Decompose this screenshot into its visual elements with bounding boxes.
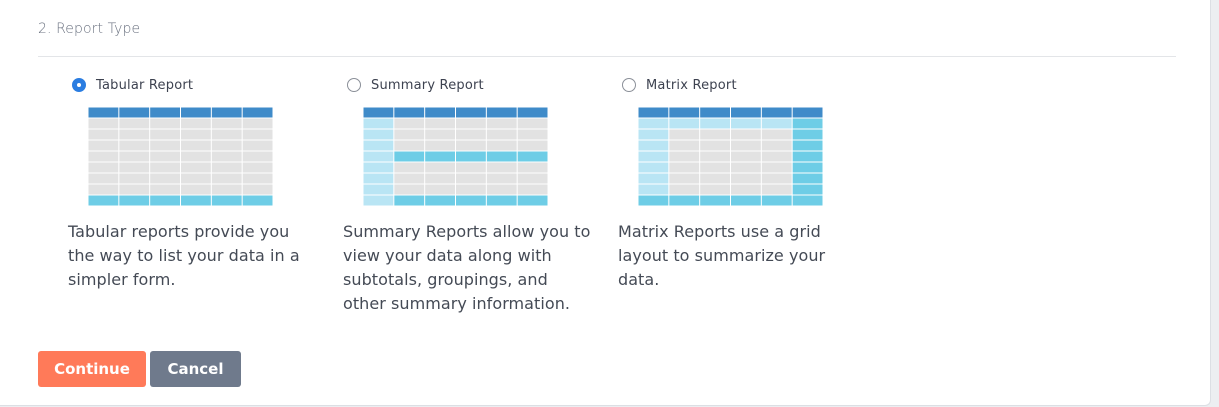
summary-radio-row[interactable]: Summary Report [347, 74, 597, 96]
option-matrix: Matrix Report [622, 74, 872, 96]
summary-radio[interactable] [347, 78, 361, 92]
continue-button[interactable]: Continue [38, 351, 146, 387]
matrix-radio-row[interactable]: Matrix Report [622, 74, 872, 96]
tabular-radio-row[interactable]: Tabular Report [72, 74, 322, 96]
matrix-description: Matrix Reports use a grid layout to summ… [618, 222, 826, 289]
section-title: 2. Report Type [38, 21, 141, 37]
matrix-radio[interactable] [622, 78, 636, 92]
summary-radio-label[interactable]: Summary Report [371, 77, 484, 93]
tabular-radio[interactable] [72, 78, 86, 92]
matrix-radio-label[interactable]: Matrix Report [646, 77, 737, 93]
option-summary: Summary Report [347, 74, 597, 96]
tabular-description: Tabular reports provide you the way to l… [68, 222, 300, 289]
summary-preview-image [363, 107, 548, 206]
section-divider [38, 56, 1176, 57]
matrix-preview-image [638, 107, 823, 206]
tabular-radio-label[interactable]: Tabular Report [96, 77, 194, 93]
tabular-preview-image [88, 107, 273, 206]
option-tabular: Tabular Report [72, 74, 322, 96]
summary-description: Summary Reports allow you to view your d… [343, 222, 591, 313]
cancel-button[interactable]: Cancel [150, 351, 241, 387]
